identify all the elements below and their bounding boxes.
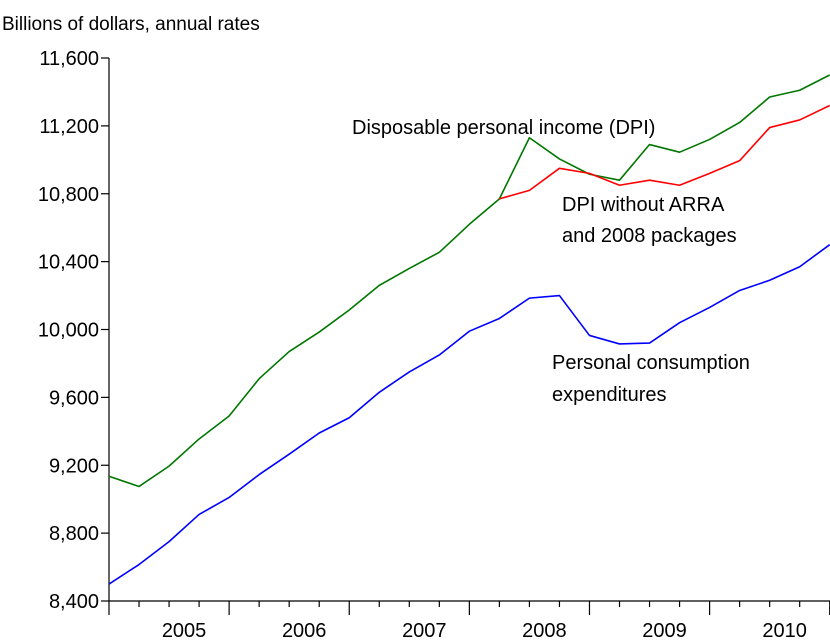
x-tick-label: 2007 xyxy=(402,620,447,642)
x-tick-label: 2008 xyxy=(522,620,567,642)
x-axis: 2005 2006 2007 2008 2009 2010 xyxy=(108,600,830,642)
annotation-dpi: Disposable personal income (DPI) xyxy=(352,117,655,139)
y-tick-label: 9,600 xyxy=(49,387,99,409)
y-tick-label: 8,400 xyxy=(49,591,99,613)
y-tick-label: 11,200 xyxy=(39,116,99,138)
y-tick-label: 10,800 xyxy=(38,184,99,206)
annotation-dpi-without-line1: DPI without ARRA xyxy=(562,194,725,216)
annotation-pce-line1: Personal consumption xyxy=(552,352,750,374)
series-line-pce xyxy=(108,244,830,585)
annotation-pce-line2: expenditures xyxy=(552,384,667,406)
series-line-dpi xyxy=(108,74,830,488)
y-axis: 8,400 8,800 9,200 9,600 10,000 10,400 10,800 11… xyxy=(38,48,110,613)
annotation-dpi-without-line2: and 2008 packages xyxy=(562,225,737,247)
series-line-dpi-without-packages xyxy=(499,104,830,200)
y-tick-label: 9,200 xyxy=(49,455,99,477)
x-tick-label: 2009 xyxy=(642,620,687,642)
y-tick-label: 10,400 xyxy=(38,252,99,274)
series-lines xyxy=(108,74,830,585)
x-tick-label: 2005 xyxy=(162,620,207,642)
y-tick-label: 11,600 xyxy=(39,48,99,70)
y-tick-label: 8,800 xyxy=(49,523,99,545)
x-tick-label: 2006 xyxy=(282,620,327,642)
y-axis-unit-label: Billions of dollars, annual rates xyxy=(2,14,260,35)
y-tick-label: 10,000 xyxy=(38,320,99,342)
x-tick-label: 2010 xyxy=(762,620,807,642)
